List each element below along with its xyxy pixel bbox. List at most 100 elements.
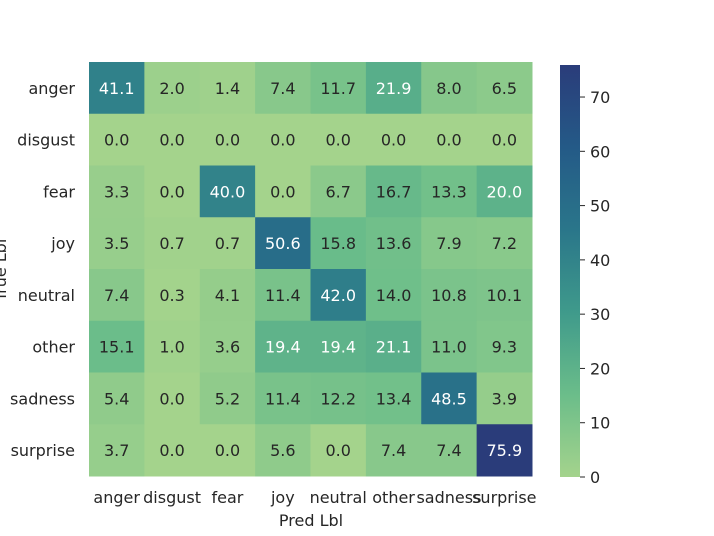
heatmap-cell-fear-anger bbox=[89, 165, 145, 218]
cell-value-label: 0.0 bbox=[436, 131, 461, 150]
heatmap-cell-disgust-other bbox=[365, 113, 422, 166]
cell-value-label: 7.4 bbox=[381, 441, 406, 460]
colorbar-tick-label-20: 20 bbox=[590, 359, 610, 378]
cell-value-label: 13.6 bbox=[376, 234, 412, 253]
heatmap-cell-joy-disgust bbox=[144, 217, 201, 270]
heatmap-cell-neutral-fear bbox=[199, 269, 256, 322]
heatmap-cell-fear-sadness bbox=[421, 165, 478, 218]
cell-value-label: 0.0 bbox=[104, 131, 129, 150]
colorbar-tick-label-60: 60 bbox=[590, 142, 610, 161]
y-tick-label-neutral: neutral bbox=[18, 286, 75, 305]
heatmap-cell-anger-neutral bbox=[310, 62, 367, 115]
cell-value-label: 5.2 bbox=[215, 389, 240, 408]
heatmap-cell-neutral-neutral bbox=[310, 269, 367, 322]
colorbar-tick-label-0: 0 bbox=[590, 468, 600, 487]
cell-value-label: 0.0 bbox=[159, 441, 184, 460]
cell-value-label: 15.1 bbox=[99, 338, 135, 357]
cell-value-label: 48.5 bbox=[431, 389, 467, 408]
colorbar-tick-label-40: 40 bbox=[590, 251, 610, 270]
cell-value-label: 3.9 bbox=[492, 389, 517, 408]
cell-value-label: 2.0 bbox=[159, 79, 184, 98]
cell-value-label: 21.1 bbox=[376, 338, 412, 357]
y-tick-label-sadness: sadness bbox=[10, 389, 75, 408]
heatmap-cell-joy-surprise bbox=[476, 217, 533, 270]
x-tick-label-sadness: sadness bbox=[416, 488, 481, 507]
cell-value-label: 0.0 bbox=[159, 182, 184, 201]
cell-value-label: 7.4 bbox=[436, 441, 461, 460]
heatmap-cell-anger-sadness bbox=[421, 62, 478, 115]
heatmap-cell-sadness-fear bbox=[199, 372, 256, 425]
cell-value-label: 0.0 bbox=[159, 389, 184, 408]
heatmap-cell-fear-neutral bbox=[310, 165, 367, 218]
heatmap-cell-fear-surprise bbox=[476, 165, 533, 218]
x-axis-label: Pred Lbl bbox=[279, 511, 343, 530]
heatmap-cell-neutral-disgust bbox=[144, 269, 201, 322]
cell-value-label: 6.7 bbox=[325, 182, 350, 201]
heatmap-cell-surprise-anger bbox=[89, 424, 145, 477]
cell-value-label: 5.6 bbox=[270, 441, 295, 460]
heatmap-cell-sadness-disgust bbox=[144, 372, 201, 425]
heatmap-cell-neutral-surprise bbox=[476, 269, 533, 322]
y-tick-label-joy: joy bbox=[50, 234, 75, 253]
heatmap-cell-sadness-sadness bbox=[421, 372, 478, 425]
cell-value-label: 10.8 bbox=[431, 286, 467, 305]
x-tick-label-fear: fear bbox=[212, 488, 244, 507]
cell-value-label: 8.0 bbox=[436, 79, 461, 98]
colorbar-gradient bbox=[560, 65, 580, 477]
cell-value-label: 5.4 bbox=[104, 389, 129, 408]
cell-value-label: 11.4 bbox=[265, 389, 301, 408]
cell-value-label: 3.7 bbox=[104, 441, 129, 460]
cell-value-label: 0.0 bbox=[215, 131, 240, 150]
cell-value-label: 75.9 bbox=[487, 441, 523, 460]
x-tick-labels: anger disgust fear joy neutral other sadnesssu… bbox=[93, 488, 536, 507]
cell-value-label: 7.4 bbox=[270, 79, 295, 98]
cell-value-label: 0.0 bbox=[159, 131, 184, 150]
heatmap-cell-neutral-joy bbox=[255, 269, 311, 322]
heatmap-cell-joy-anger bbox=[89, 217, 145, 270]
heatmap-cell-surprise-sadness bbox=[421, 424, 478, 477]
cell-value-label: 41.1 bbox=[99, 79, 135, 98]
cell-value-label: 14.0 bbox=[376, 286, 412, 305]
cell-value-label: 0.0 bbox=[270, 131, 295, 150]
heatmap-cell-surprise-other bbox=[365, 424, 422, 477]
cell-value-label: 0.0 bbox=[325, 441, 350, 460]
heatmap-cell-other-joy bbox=[255, 320, 311, 373]
heatmap-cell-disgust-anger bbox=[89, 113, 145, 166]
heatmap-cell-other-disgust bbox=[144, 320, 201, 373]
heatmap-cell-disgust-disgust bbox=[144, 113, 201, 166]
heatmap-cell-sadness-other bbox=[365, 372, 422, 425]
heatmap-cell-anger-other bbox=[365, 62, 422, 115]
heatmap-cell-joy-sadness bbox=[421, 217, 478, 270]
heatmap-cell-surprise-surprise bbox=[476, 424, 533, 477]
x-tick-label-other: other bbox=[372, 488, 415, 507]
cell-value-label: 0.3 bbox=[159, 286, 184, 305]
heatmap-cell-surprise-disgust bbox=[144, 424, 201, 477]
heatmap-cell-anger-disgust bbox=[144, 62, 201, 115]
y-tick-label-fear: fear bbox=[43, 182, 75, 201]
colorbar-tick-label-30: 30 bbox=[590, 305, 610, 324]
heatmap-cell-joy-joy bbox=[255, 217, 311, 270]
heatmap-cell-joy-other bbox=[365, 217, 422, 270]
y-axis-label: True Lbl bbox=[0, 239, 10, 303]
heatmap-cell-anger-surprise bbox=[476, 62, 533, 115]
cell-value-label: 50.6 bbox=[265, 234, 301, 253]
cell-value-label: 19.4 bbox=[265, 338, 301, 357]
heatmap-cell-other-fear bbox=[199, 320, 256, 373]
y-tick-label-surprise: surprise bbox=[11, 441, 75, 460]
heatmap-cell-neutral-anger bbox=[89, 269, 145, 322]
heatmap-cell-neutral-sadness bbox=[421, 269, 478, 322]
x-tick-label-surprise: surprise bbox=[472, 488, 536, 507]
heatmap-cell-surprise-joy bbox=[255, 424, 311, 477]
cell-value-label: 42.0 bbox=[320, 286, 356, 305]
cell-value-label: 6.5 bbox=[492, 79, 517, 98]
heatmap-cell-surprise-neutral bbox=[310, 424, 367, 477]
cell-value-label: 13.3 bbox=[431, 182, 467, 201]
colorbar-tick-label-10: 10 bbox=[590, 414, 610, 433]
cell-value-label: 0.0 bbox=[270, 182, 295, 201]
heatmap-cell-sadness-anger bbox=[89, 372, 145, 425]
cell-value-label: 1.4 bbox=[215, 79, 240, 98]
cell-value-label: 0.0 bbox=[381, 131, 406, 150]
x-tick-label-neutral: neutral bbox=[310, 488, 367, 507]
cell-value-label: 11.7 bbox=[320, 79, 356, 98]
